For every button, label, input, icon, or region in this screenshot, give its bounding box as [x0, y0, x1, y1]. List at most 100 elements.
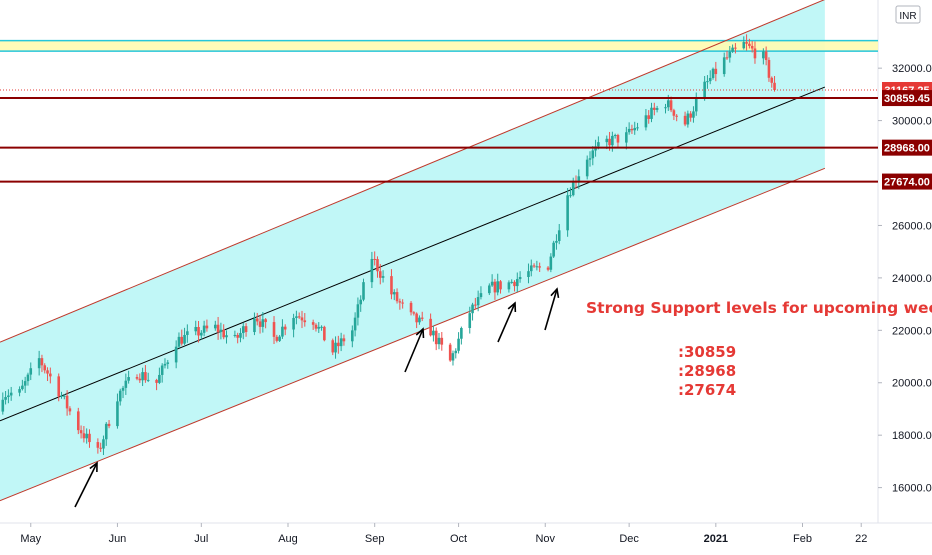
candle-body: [331, 340, 334, 352]
annotation-level-1: :30859: [678, 343, 736, 361]
y-tick-label: 24000.00: [892, 273, 932, 285]
candle-body: [379, 271, 382, 278]
candle-body: [298, 316, 301, 317]
channel-fill: [0, 0, 825, 501]
candle-body: [692, 111, 695, 117]
candle-body: [653, 108, 656, 110]
candle-body: [281, 327, 284, 337]
candle-body: [569, 195, 572, 196]
candle-body: [373, 259, 376, 260]
candle-body: [83, 433, 86, 438]
candle-body: [97, 442, 100, 448]
candle-body: [41, 358, 44, 365]
candle-body: [499, 281, 502, 289]
candle-body: [770, 78, 773, 83]
y-tick-label: 18000.00: [892, 430, 932, 442]
candle-body: [496, 281, 499, 292]
candle-body: [536, 266, 539, 267]
candle-body: [29, 368, 32, 374]
x-tick-label: Dec: [619, 533, 639, 545]
x-tick-label: 2021: [704, 533, 728, 545]
candle-body: [4, 397, 7, 400]
candle-body: [371, 259, 374, 282]
candle-body: [334, 343, 337, 353]
candle-body: [295, 316, 298, 318]
candle-body: [155, 380, 158, 383]
candle-body: [337, 343, 340, 346]
candle-body: [164, 364, 167, 366]
candle-body: [510, 282, 513, 283]
candle-body: [317, 327, 320, 329]
candle-body: [508, 282, 511, 289]
candle-body: [765, 51, 768, 60]
candle-body: [768, 60, 771, 78]
candle-body: [108, 424, 111, 426]
x-tick-label: Aug: [278, 533, 298, 545]
candle-body: [57, 376, 60, 396]
candle-body: [399, 301, 402, 302]
candle-body: [105, 424, 108, 439]
candle-body: [24, 381, 27, 386]
candle-body: [197, 327, 200, 336]
candle-body: [357, 304, 360, 317]
candle-body: [477, 297, 480, 305]
candle-body: [200, 333, 203, 336]
candle-body: [88, 434, 91, 442]
candle-body: [256, 318, 259, 321]
candle-body: [731, 48, 734, 52]
candle-body: [217, 325, 220, 332]
candle-body: [178, 337, 181, 347]
candle-body: [301, 317, 304, 320]
candle-body: [558, 230, 561, 241]
candle-body: [136, 377, 139, 379]
candle-body: [183, 335, 186, 344]
candle-body: [538, 266, 541, 267]
currency-label: INR: [899, 11, 916, 22]
candle-body: [206, 326, 209, 329]
candle-body: [292, 318, 295, 330]
candle-body: [320, 327, 323, 328]
candle-body: [513, 282, 516, 286]
candle-body: [413, 312, 416, 313]
candle-body: [715, 69, 718, 74]
candle-body: [273, 322, 276, 337]
time-axis[interactable]: MayJunJulAugSepOctNovDec2021Feb22: [20, 523, 867, 545]
candle-body: [99, 448, 102, 449]
candle-body: [656, 108, 659, 110]
candle-body: [754, 48, 757, 58]
candle-body: [323, 327, 326, 340]
annotation-level-2: :28968: [678, 362, 736, 380]
candle-body: [605, 139, 608, 142]
x-tick-label: Nov: [535, 533, 555, 545]
price-axis-panel[interactable]: [878, 0, 932, 523]
candle-body: [259, 321, 262, 326]
candle-body: [354, 318, 357, 331]
candle-body: [186, 331, 189, 335]
candle-body: [762, 51, 765, 58]
candle-body: [586, 160, 589, 177]
candle-body: [742, 42, 745, 48]
candle-body: [396, 292, 399, 301]
candle-body: [102, 439, 105, 448]
candle-body: [343, 338, 346, 341]
annotation-title: Strong Support levels for upcoming week: [586, 299, 932, 317]
candle-body: [203, 326, 206, 333]
candle-body: [438, 338, 441, 344]
candle-body: [401, 303, 404, 304]
candle-body: [533, 265, 536, 266]
candle-body: [706, 81, 709, 82]
candle-body: [63, 396, 66, 397]
candle-body: [359, 300, 362, 305]
candle-body: [647, 115, 650, 119]
candle-body: [673, 110, 676, 116]
candle-body: [245, 326, 248, 332]
candle-body: [687, 114, 690, 125]
candle-body: [449, 345, 452, 361]
candle-body: [27, 375, 30, 381]
candle-body: [66, 396, 69, 409]
candle-body: [709, 78, 712, 81]
candle-body: [745, 42, 748, 44]
candle-body: [468, 313, 471, 328]
